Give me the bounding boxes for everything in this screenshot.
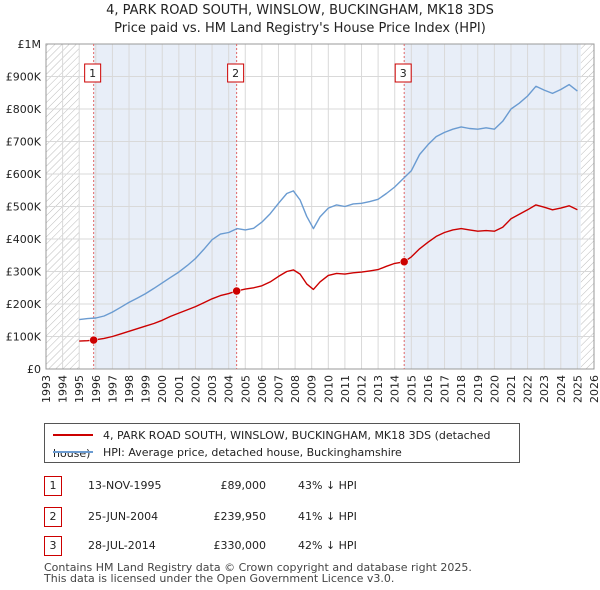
transaction-number: 1 <box>44 476 62 496</box>
sale-point <box>399 257 409 266</box>
y-tick-label: £500K <box>6 201 42 214</box>
x-tick-label: 1998 <box>123 375 136 403</box>
y-tick-label: £900K <box>6 71 42 84</box>
transaction-hpi-diff: 41% ↓ HPI <box>298 510 357 523</box>
y-tick-label: £300K <box>6 266 42 279</box>
x-tick-label: 2013 <box>372 375 385 403</box>
x-tick-label: 2000 <box>156 375 169 403</box>
x-tick-label: 2006 <box>256 375 269 403</box>
transaction-marker-box <box>227 63 245 83</box>
legend-label-property: 4, PARK ROAD SOUTH, WINSLOW, BUCKINGHAM,… <box>53 429 491 460</box>
title-line-1: 4, PARK ROAD SOUTH, WINSLOW, BUCKINGHAM,… <box>106 3 494 18</box>
chart-title: 4, PARK ROAD SOUTH, WINSLOW, BUCKINGHAM,… <box>0 2 600 38</box>
property-price-line <box>79 204 578 342</box>
x-tick-label: 2020 <box>488 375 501 403</box>
x-tick-label: 2007 <box>272 375 285 403</box>
x-tick-label: 2002 <box>189 375 202 403</box>
transaction-hpi-diff: 42% ↓ HPI <box>298 539 357 552</box>
legend: 4, PARK ROAD SOUTH, WINSLOW, BUCKINGHAM,… <box>44 423 520 463</box>
transaction-price: £239,950 <box>213 510 267 523</box>
title-line-2: Price paid vs. HM Land Registry's House … <box>114 21 486 36</box>
x-tick-label: 2022 <box>522 375 535 403</box>
x-tick-label: 1994 <box>57 375 70 403</box>
x-tick-label: 1996 <box>90 375 103 403</box>
y-tick-label: £0 <box>27 363 41 376</box>
transaction-marker-label: 2 <box>232 67 239 80</box>
x-tick-label: 2017 <box>439 375 452 403</box>
transaction-number: 2 <box>44 507 62 527</box>
plot-border <box>45 43 595 370</box>
x-tick-label: 2010 <box>322 375 335 403</box>
transaction-price: £89,000 <box>220 479 267 492</box>
price-chart: £0 £100K £200K £300K £400K £500K £600K £700K £80… <box>6 38 600 403</box>
x-tick-label: 1997 <box>106 375 119 403</box>
y-tick-label: £700K <box>6 136 42 149</box>
x-tick-label: 2012 <box>356 375 369 403</box>
x-tick-label: 2026 <box>588 375 600 403</box>
x-tick-label: 2005 <box>239 375 252 403</box>
x-tick-label: 2011 <box>339 375 352 403</box>
hpi-line <box>79 83 578 321</box>
transaction-marker-label: 1 <box>89 67 96 80</box>
legend-swatch-hpi <box>53 451 93 453</box>
x-tick-label: 2009 <box>306 375 319 403</box>
x-tick-label: 2004 <box>223 375 236 403</box>
x-tick-label: 2016 <box>422 375 435 403</box>
x-tick-label: 2023 <box>538 375 551 403</box>
x-tick-label: 2003 <box>206 375 219 403</box>
sale-point <box>89 335 98 345</box>
transaction-number: 3 <box>44 536 62 556</box>
x-tick-label: 2019 <box>472 375 485 403</box>
transaction-date: 13-NOV-1995 <box>88 479 162 492</box>
transaction-marker-label: 3 <box>400 67 407 80</box>
y-tick-label: £100K <box>6 331 42 344</box>
transaction-marker-box <box>394 63 412 83</box>
x-tick-label: 2014 <box>389 375 402 403</box>
x-tick-label: 2018 <box>455 375 468 403</box>
x-tick-label: 2025 <box>571 375 584 403</box>
x-tick-label: 2015 <box>405 375 418 403</box>
footer-line-2: This data is licensed under the Open Gov… <box>44 572 395 585</box>
transaction-price: £330,000 <box>213 539 267 552</box>
x-tick-label: 1993 <box>40 375 53 403</box>
x-tick-label: 2001 <box>173 375 186 403</box>
y-tick-label: £200K <box>6 298 42 311</box>
y-tick-label: £800K <box>6 103 42 116</box>
transaction-hpi-diff: 43% ↓ HPI <box>298 479 357 492</box>
y-tick-label: £400K <box>6 233 42 246</box>
y-tick-label: £1M <box>18 38 42 51</box>
y-tick-label: £600K <box>6 168 42 181</box>
legend-label-hpi: HPI: Average price, detached house, Buck… <box>103 446 402 459</box>
x-tick-label: 1999 <box>140 375 153 403</box>
footer: Contains HM Land Registry data © Crown c… <box>44 562 472 584</box>
legend-item-hpi: HPI: Average price, detached house, Buck… <box>53 444 402 462</box>
transaction-date: 28-JUL-2014 <box>88 539 156 552</box>
legend-swatch-property <box>53 434 93 436</box>
x-tick-label: 1995 <box>73 375 86 403</box>
x-tick-label: 2024 <box>555 375 568 403</box>
legend-item-property: 4, PARK ROAD SOUTH, WINSLOW, BUCKINGHAM,… <box>53 427 519 460</box>
footer-line-1: Contains HM Land Registry data © Crown c… <box>44 561 472 574</box>
sale-point <box>232 286 241 296</box>
transaction-marker-box <box>84 63 102 83</box>
x-tick-label: 2021 <box>505 375 518 403</box>
x-tick-label: 2008 <box>289 375 302 403</box>
transaction-date: 25-JUN-2004 <box>88 510 159 523</box>
